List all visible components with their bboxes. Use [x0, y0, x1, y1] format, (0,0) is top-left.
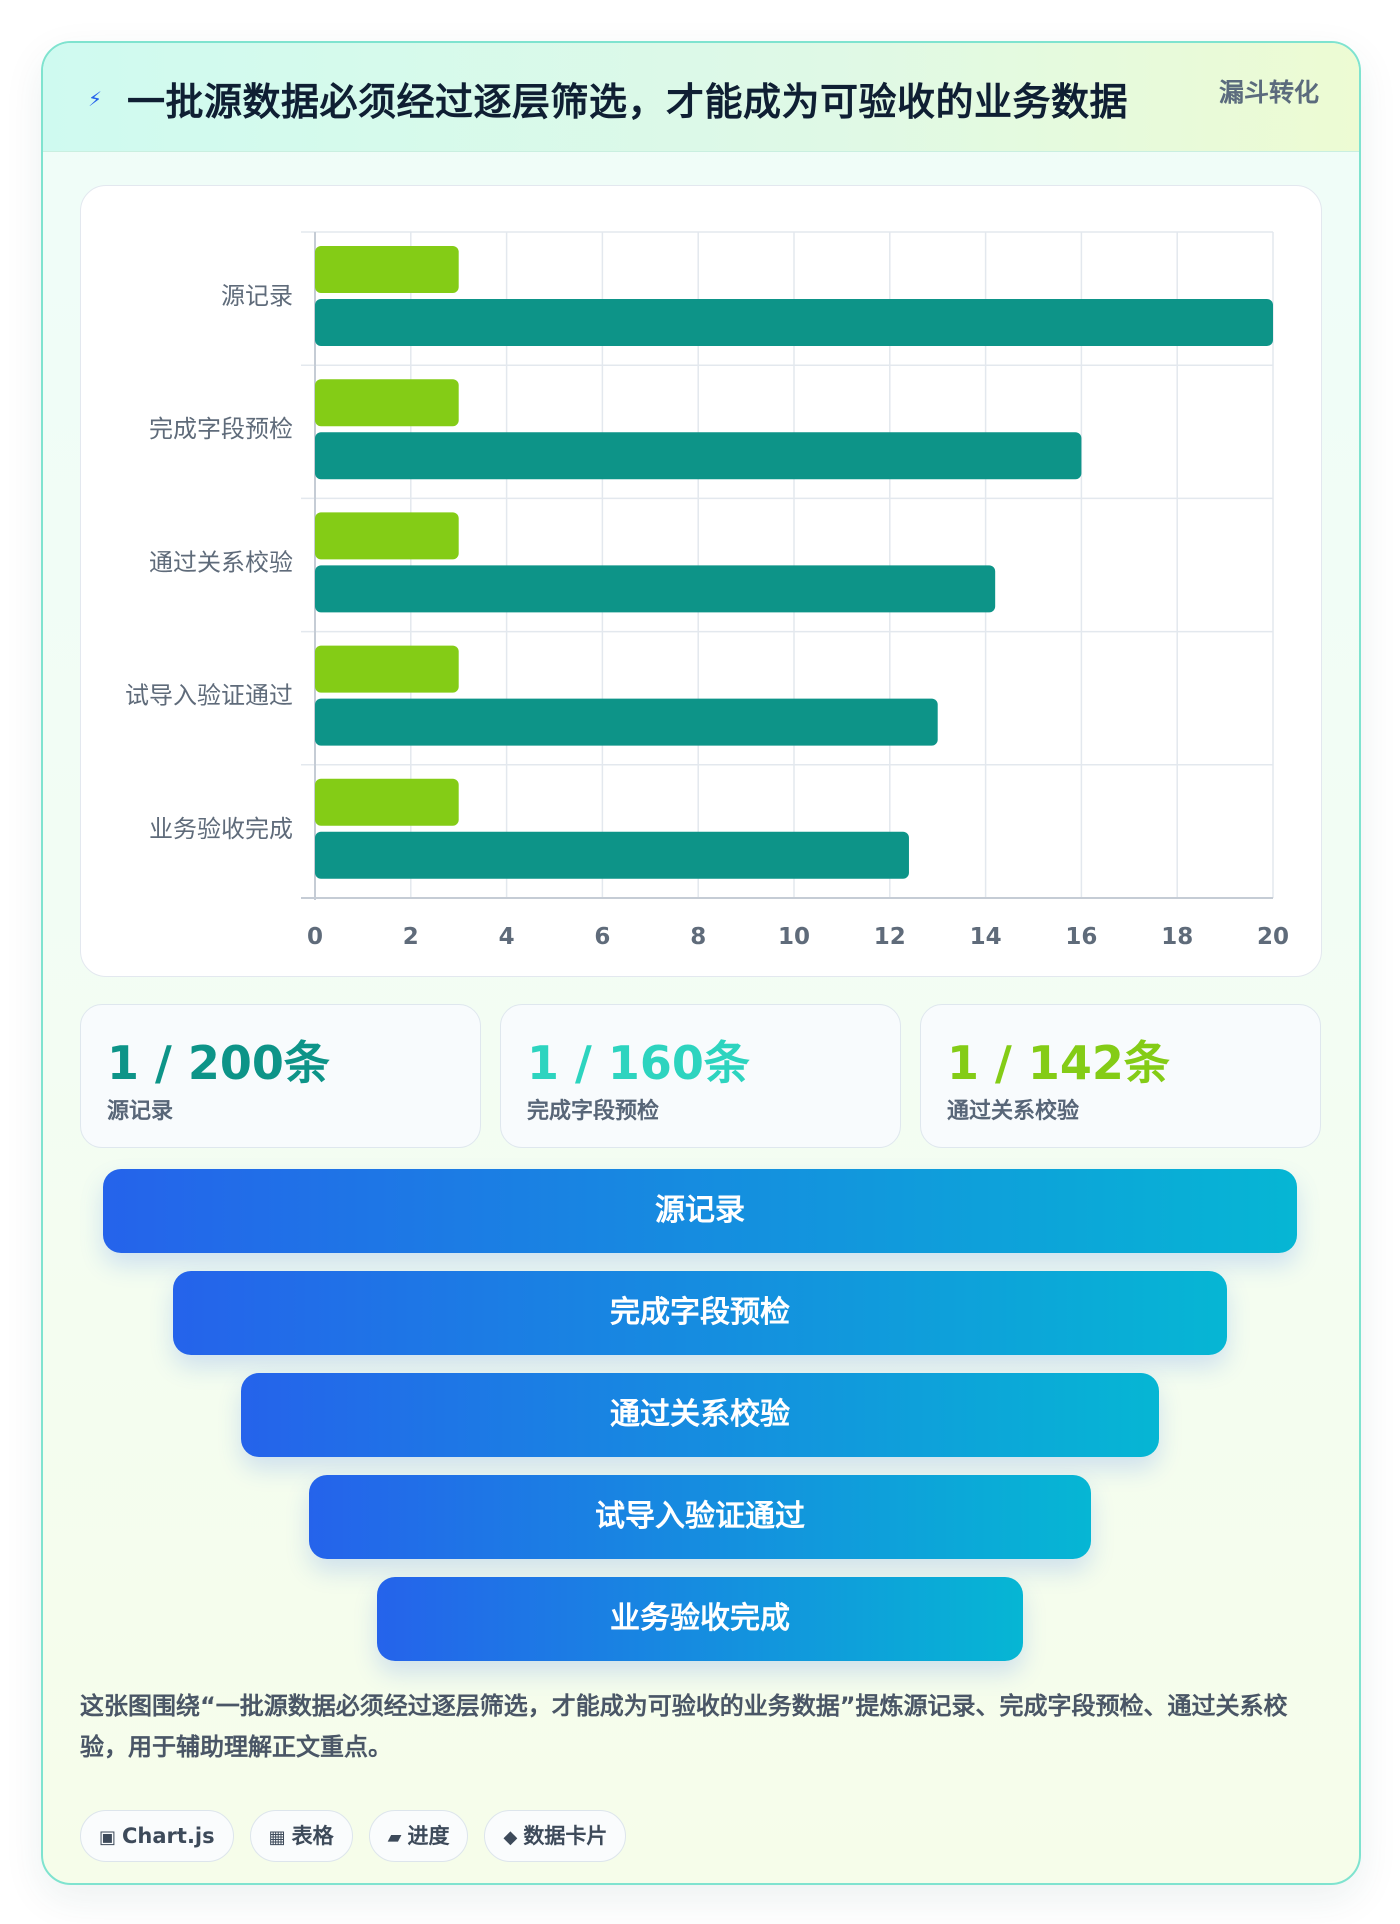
stat-label: 源记录 — [107, 1099, 174, 1124]
stat-value: 1 / 200条 — [107, 1036, 330, 1090]
header: ⚡ 一批源数据必须经过逐层筛选，才能成为可验收的业务数据 漏斗转化 — [43, 43, 1359, 152]
x-tick-label: 18 — [1161, 924, 1193, 950]
chart-icon: ▣ — [99, 1827, 117, 1848]
stat-label: 通过关系校验 — [947, 1099, 1080, 1124]
stat-card: 1 / 200条 源记录 — [80, 1004, 481, 1148]
tag-label: 进度 — [407, 1824, 450, 1848]
x-tick-label: 4 — [499, 924, 515, 950]
y-category-label: 业务验收完成 — [149, 815, 293, 843]
x-tick-label: 2 — [403, 924, 419, 950]
stat-value: 1 / 142条 — [947, 1036, 1170, 1090]
x-tick-label: 14 — [970, 924, 1002, 950]
bar-series-2 — [315, 299, 1273, 346]
stat-label: 完成字段预检 — [527, 1099, 660, 1124]
y-category-label: 试导入验证通过 — [125, 682, 293, 710]
tag-label: 表格 — [291, 1824, 334, 1848]
bar-series-1 — [315, 512, 459, 560]
bar-series-1 — [315, 379, 459, 427]
bar-series-2 — [315, 698, 938, 746]
x-tick-label: 10 — [778, 924, 810, 950]
main-card: ⚡ 一批源数据必须经过逐层筛选，才能成为可验收的业务数据 漏斗转化 0 2 4 6 8 1… — [41, 41, 1361, 1885]
tag-list: ▣ Chart.js ▦ 表格 ▰ 进度 ◆ 数据卡片 — [80, 1810, 642, 1864]
funnel-stage-5: 业务验收完成 — [377, 1577, 1023, 1661]
bar-series-2 — [315, 565, 996, 613]
stat-card: 1 / 142条 通过关系校验 — [920, 1004, 1321, 1148]
header-badge: 漏斗转化 — [1218, 78, 1319, 107]
stat-value: 1 / 160条 — [527, 1036, 750, 1090]
x-tick-label: 8 — [690, 924, 706, 950]
tag-table[interactable]: ▦ 表格 — [249, 1810, 353, 1862]
progress-icon: ▰ — [387, 1827, 402, 1848]
funnel-stage-1: 源记录 — [103, 1169, 1297, 1253]
y-category-label: 源记录 — [221, 282, 293, 310]
description: 这张图围绕“一批源数据必须经过逐层筛选，才能成为可验收的业务数据”提炼源记录、完… — [80, 1692, 1288, 1761]
stat-card: 1 / 160条 完成字段预检 — [500, 1004, 901, 1148]
data-card-icon: ◆ — [503, 1827, 518, 1848]
tag-data-card[interactable]: ◆ 数据卡片 — [484, 1810, 627, 1862]
page-title: 一批源数据必须经过逐层筛选，才能成为可验收的业务数据 — [127, 80, 1129, 124]
table-icon: ▦ — [268, 1827, 286, 1848]
tag-label: Chart.js — [122, 1824, 215, 1848]
tag-chartjs[interactable]: ▣ Chart.js — [80, 1810, 234, 1862]
bar-series-1 — [315, 645, 459, 693]
x-tick-label: 0 — [307, 924, 323, 950]
chart-panel: 0 2 4 6 8 10 12 14 16 18 20 源记录完成字段预检 通过关系校验试导入验证通过业… — [80, 185, 1322, 977]
x-tick-label: 16 — [1065, 924, 1097, 950]
lightning-icon: ⚡ — [87, 87, 103, 111]
tag-label: 数据卡片 — [523, 1824, 608, 1848]
tag-progress[interactable]: ▰ 进度 — [368, 1810, 469, 1862]
funnel-stage-2: 完成字段预检 — [173, 1271, 1227, 1355]
bar-series-2 — [315, 831, 909, 879]
y-category-label: 通过关系校验 — [149, 548, 293, 576]
y-category-label: 完成字段预检 — [149, 415, 293, 443]
bar-series-2 — [315, 432, 1082, 480]
x-tick-label: 20 — [1257, 924, 1289, 950]
funnel-stage-4: 试导入验证通过 — [309, 1475, 1091, 1559]
bar-series-1 — [315, 246, 459, 293]
bar-series-1 — [315, 778, 459, 826]
bar-chart: 0 2 4 6 8 10 12 14 16 18 20 源记录完成字段预检通过关系校验试导入验证通过业… — [125, 231, 1289, 950]
x-tick-label: 12 — [874, 924, 906, 950]
stats-row: 1 / 200条 源记录 1 / 160条 完成字段预检 1 / 142条 通过… — [80, 1004, 1321, 1148]
x-tick-label: 6 — [594, 924, 610, 950]
funnel-stage-3: 通过关系校验 — [241, 1373, 1159, 1457]
